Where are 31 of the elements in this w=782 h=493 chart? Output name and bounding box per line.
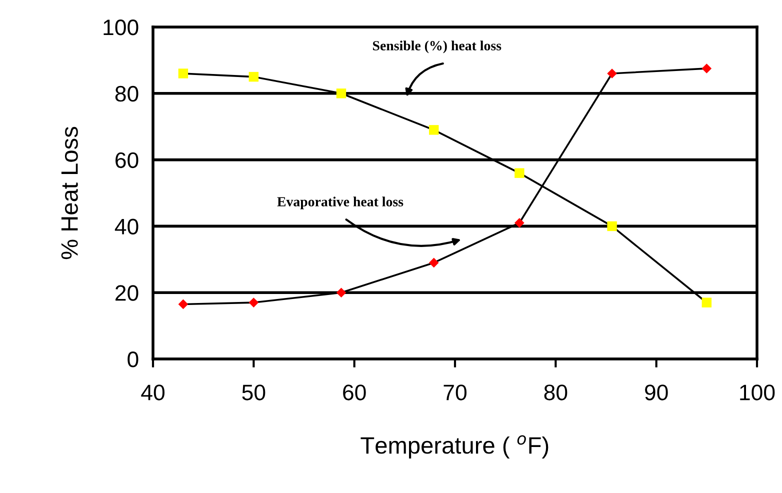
point xyxy=(607,221,617,232)
x-tick-label: 90 xyxy=(645,384,668,400)
y-tick-label: 80 xyxy=(115,86,138,102)
point xyxy=(336,288,346,298)
point xyxy=(428,258,439,268)
x-tick-label: 80 xyxy=(544,384,568,400)
annotation: Sensible (%) heat loss xyxy=(372,40,502,54)
point xyxy=(702,298,712,308)
x-tick-label: 70 xyxy=(444,384,466,400)
y-tick-label: 20 xyxy=(116,285,138,301)
y-tick-label: 40 xyxy=(114,218,138,234)
x-axis-title: Temperature ( $^{o}$F) xyxy=(360,435,548,458)
y-tick-label: 100 xyxy=(104,20,138,36)
point xyxy=(514,218,524,228)
y-axis-title: % Heat Loss xyxy=(61,126,78,260)
point xyxy=(178,299,188,310)
x-tick-label: 50 xyxy=(242,384,266,400)
x-tick-label: 100 xyxy=(740,384,775,400)
y-tick-label: 60 xyxy=(116,152,138,168)
point xyxy=(514,168,524,178)
point xyxy=(178,68,188,78)
x-tick-label: 60 xyxy=(343,384,366,400)
point xyxy=(702,64,712,74)
y-tick-label: 0 xyxy=(128,352,138,368)
x-tick-label: 40 xyxy=(141,384,164,400)
point xyxy=(336,88,346,98)
point xyxy=(429,125,439,135)
point xyxy=(607,68,617,78)
annotation: Evaporative heat loss xyxy=(277,196,404,210)
point xyxy=(248,298,259,308)
point xyxy=(248,72,259,82)
